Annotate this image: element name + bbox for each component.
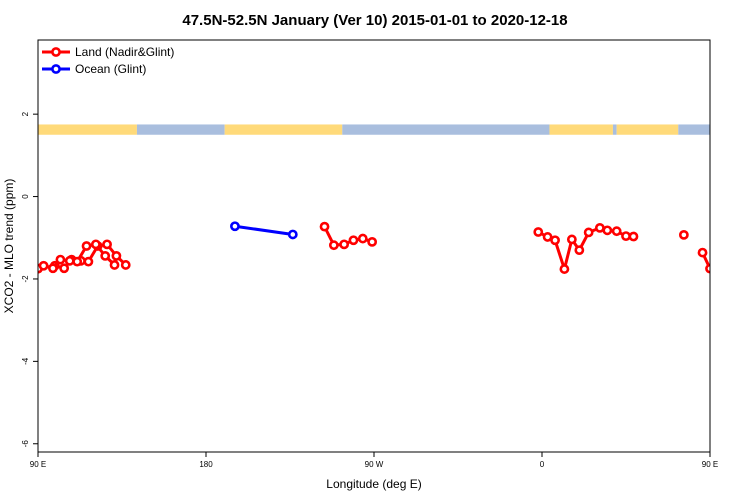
- x-tick-label: 90 E: [30, 460, 46, 469]
- ocean-series-point: [230, 221, 240, 232]
- land-series-wrap-point: [109, 260, 120, 270]
- strip-segment-ocean: [678, 124, 710, 135]
- y-tick-label: -2: [21, 275, 30, 283]
- land-series-point: [574, 245, 585, 256]
- x-tick-label: 90 E: [702, 460, 718, 469]
- land-series-point: [678, 229, 689, 240]
- strip-segment-ocean: [612, 124, 617, 135]
- land-series-point: [621, 231, 631, 242]
- land-series-point: [559, 264, 570, 274]
- land-ocean-strip: [38, 124, 710, 135]
- series-group: [27, 221, 710, 274]
- y-tick-label: 0: [21, 194, 30, 199]
- land-series-point: [102, 239, 112, 250]
- land-series-wrap-point: [38, 260, 49, 271]
- land-series-wrap-point: [100, 250, 111, 261]
- land-series-wrap-point: [27, 249, 34, 256]
- land-series-wrap-point: [72, 256, 83, 267]
- land-series-point: [319, 221, 330, 232]
- x-axis: 90 E 180 90 W 0 90 E: [30, 452, 718, 469]
- land-series-point: [542, 232, 553, 242]
- land-series-point: [566, 234, 577, 245]
- y-tick-label: -6: [21, 440, 30, 448]
- land-series-point: [367, 236, 378, 247]
- x-tick-label: 180: [199, 460, 213, 469]
- y-tick-label: -4: [21, 357, 30, 365]
- y-axis: 2 0 -2 -4 -6: [21, 111, 38, 447]
- land-series-wrap-point: [55, 254, 66, 265]
- land-series-point: [628, 231, 639, 242]
- x-tick-label: 90 W: [365, 460, 384, 469]
- land-series-point: [583, 227, 594, 238]
- land-series-point: [550, 235, 560, 246]
- land-series-wrap-point: [90, 239, 101, 250]
- land-series-point: [111, 250, 122, 261]
- y-tick-label: 2: [21, 111, 30, 116]
- strip-segment-ocean: [136, 124, 225, 135]
- ocean-series-line: [234, 224, 294, 236]
- land-series-point: [348, 235, 359, 246]
- land-series-point: [83, 256, 94, 267]
- strip-segment-ocean: [342, 124, 550, 135]
- y-axis-label: XCO2 - MLO trend (ppm): [2, 179, 16, 314]
- land-series-point: [611, 226, 622, 237]
- land-series-wrap-point: [64, 255, 75, 266]
- strip-segment-land: [549, 124, 613, 135]
- land-series-point: [357, 233, 368, 244]
- legend-ocean-label: Ocean (Glint): [75, 62, 146, 76]
- legend: Land (Nadir&Glint) Ocean (Glint): [42, 45, 174, 76]
- strip-segment-land: [616, 124, 679, 135]
- x-axis-label: Longitude (deg E): [326, 477, 421, 491]
- land-series-point: [697, 247, 708, 258]
- land-series-point: [602, 225, 613, 236]
- chart-title: 47.5N-52.5N January (Ver 10) 2015-01-01 …: [182, 12, 567, 29]
- land-series-point: [533, 227, 544, 237]
- strip-segment-land: [38, 124, 137, 135]
- land-series-wrap-point: [81, 241, 92, 251]
- land-series-point: [120, 260, 131, 270]
- land-series-point: [59, 263, 70, 274]
- ocean-series-point: [287, 229, 298, 240]
- strip-segment-land: [224, 124, 343, 135]
- land-series-point: [594, 222, 605, 233]
- land-series-point: [339, 239, 350, 250]
- series-layer: [27, 221, 710, 274]
- legend-land-label: Land (Nadir&Glint): [75, 45, 174, 59]
- x-tick-label: 0: [540, 460, 545, 469]
- land-series-wrap-point: [48, 263, 58, 274]
- land-series-point: [705, 263, 710, 274]
- legend-ocean-marker: [51, 64, 61, 74]
- legend-land-marker: [51, 47, 61, 57]
- land-series-point: [328, 240, 339, 251]
